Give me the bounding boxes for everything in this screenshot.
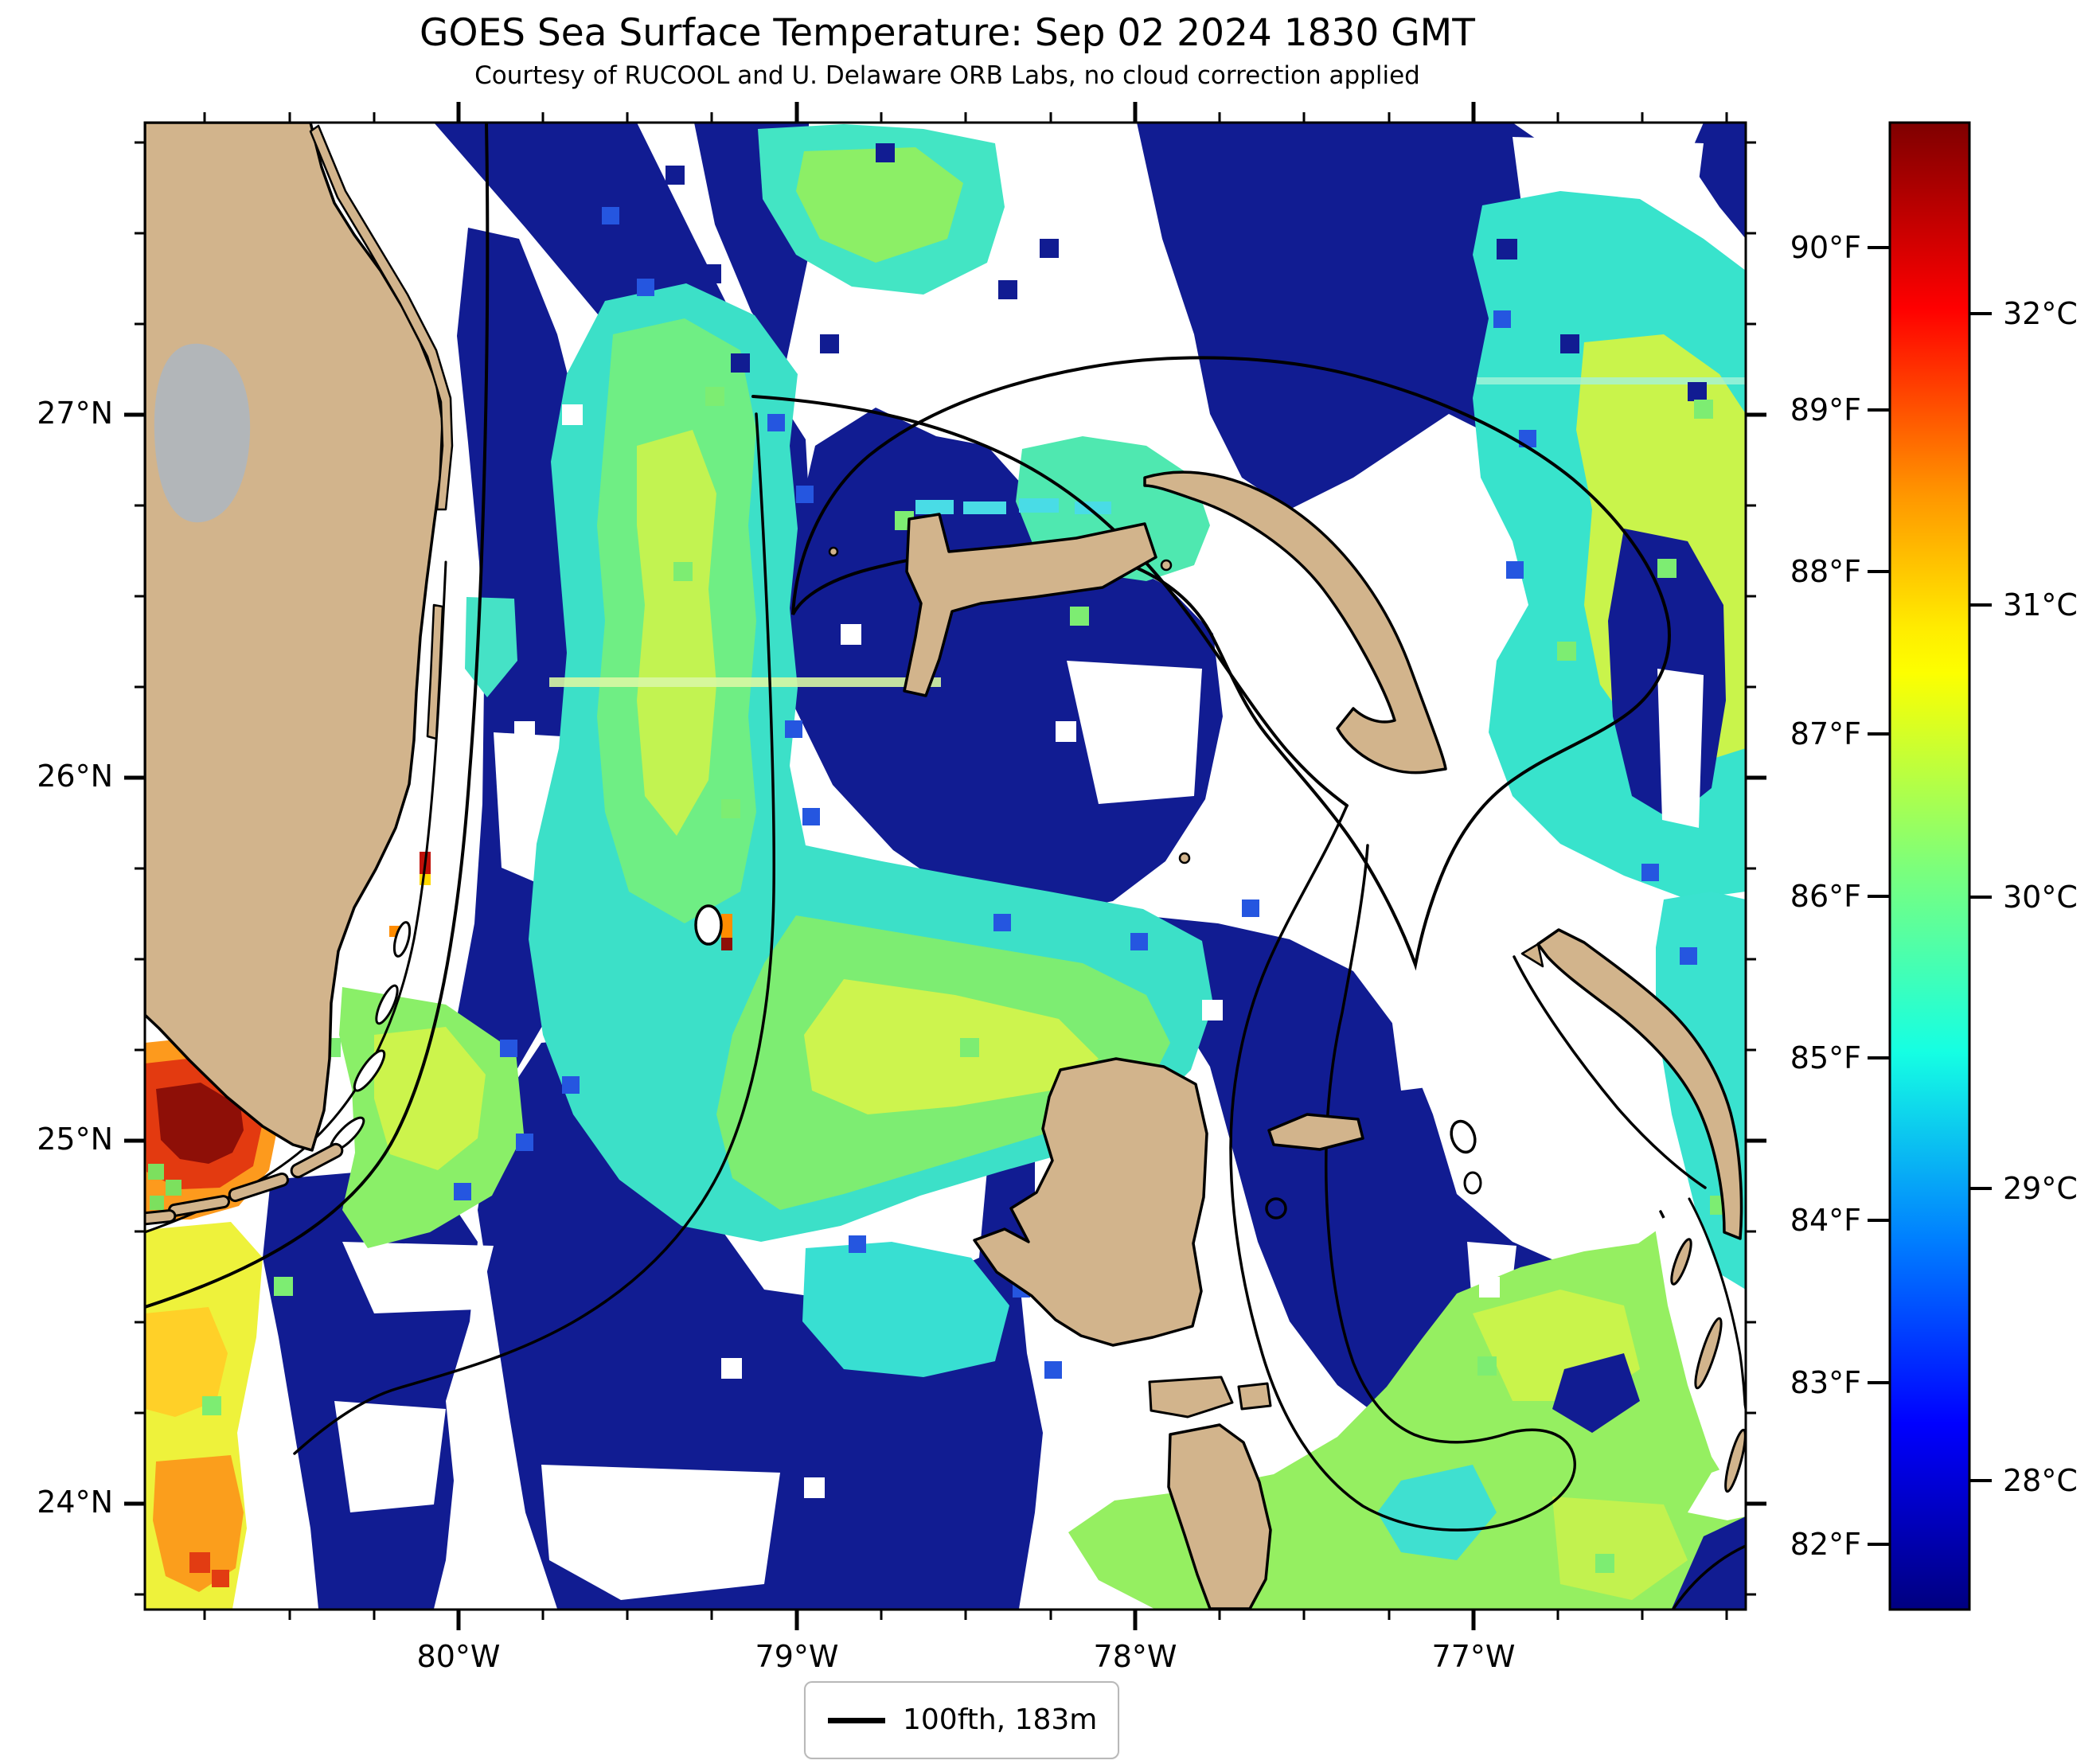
minor-ticks [135, 112, 1756, 1620]
scanline-seam-right [1477, 377, 1746, 384]
cbar-label-31c: 31°C [2003, 587, 2078, 622]
exuma-cays [1670, 1238, 1692, 1286]
contour-line-swatch [828, 1717, 885, 1723]
lon-label-77w: 77°W [1431, 1639, 1516, 1674]
miami-barrier [426, 603, 444, 740]
legend-label: 100fth, 183m [903, 1703, 1098, 1736]
lon-label-80w: 80°W [416, 1639, 501, 1674]
cbar-label-82f: 82°F [1790, 1527, 1861, 1562]
scanline-seam-left [549, 677, 941, 687]
cloud-hole-right [1657, 669, 1704, 828]
lat-label-27n: 27°N [37, 396, 113, 431]
grand-bahama-island [903, 513, 1157, 697]
page-subtitle: Courtesy of RUCOOL and U. Delaware ORB L… [474, 61, 1420, 90]
andros-island-south [1167, 1423, 1272, 1610]
cbar-label-90f: 90°F [1790, 230, 1861, 265]
land-masses [145, 123, 1746, 1610]
sst-top-center-core [796, 147, 963, 263]
cbar-label-89f: 89°F [1790, 392, 1861, 427]
new-providence-island [1267, 1113, 1364, 1151]
cbar-label-84f: 84°F [1790, 1203, 1861, 1238]
sst-yellowgreen-streak-south [804, 979, 1099, 1114]
cbar-label-30c: 30°C [2003, 880, 2078, 915]
sst-cyan-patch-south [1377, 1465, 1497, 1560]
lat-label-25n: 25°N [37, 1122, 113, 1157]
axes-frame [124, 102, 1766, 1630]
sst-ylwgreen-patch-2 [1552, 1497, 1688, 1600]
colorbar-ticks [1868, 246, 1992, 1546]
lon-label-78w: 78°W [1093, 1639, 1177, 1674]
eleuthera-island [1536, 928, 1743, 1240]
colorbar-gradient [1888, 121, 1971, 1611]
berry-islands [1178, 852, 1191, 864]
page-title: GOES Sea Surface Temperature: Sep 02 202… [420, 11, 1475, 55]
lat-label-26n: 26°N [37, 759, 113, 794]
colorbar [1868, 121, 1992, 1611]
cbar-label-88f: 88°F [1790, 554, 1861, 589]
cbar-label-86f: 86°F [1790, 879, 1861, 914]
barrier-islands [309, 124, 454, 511]
sst-cyan-west-of-andros [802, 1242, 1009, 1377]
andros-island-north [973, 1057, 1208, 1347]
upper-florida-keys [329, 921, 412, 1153]
cbar-label-87f: 87°F [1790, 716, 1861, 751]
cbar-label-83f: 83°F [1790, 1365, 1861, 1400]
cbar-label-29c: 29°C [2003, 1171, 2078, 1206]
lake-okeechobee [154, 343, 251, 523]
lon-label-79w: 79°W [755, 1639, 839, 1674]
legend: 100fth, 183m [804, 1681, 1119, 1759]
lat-label-24n: 24°N [37, 1485, 113, 1520]
cbar-label-28c: 28°C [2003, 1463, 2078, 1498]
abaco-island [1143, 470, 1447, 775]
sst-yellowgreen-streak [637, 430, 716, 836]
lower-florida-keys [145, 1142, 344, 1227]
cbar-label-85f: 85°F [1790, 1040, 1861, 1075]
sst-map [145, 123, 1746, 1610]
cbar-label-32c: 32°C [2003, 296, 2078, 331]
